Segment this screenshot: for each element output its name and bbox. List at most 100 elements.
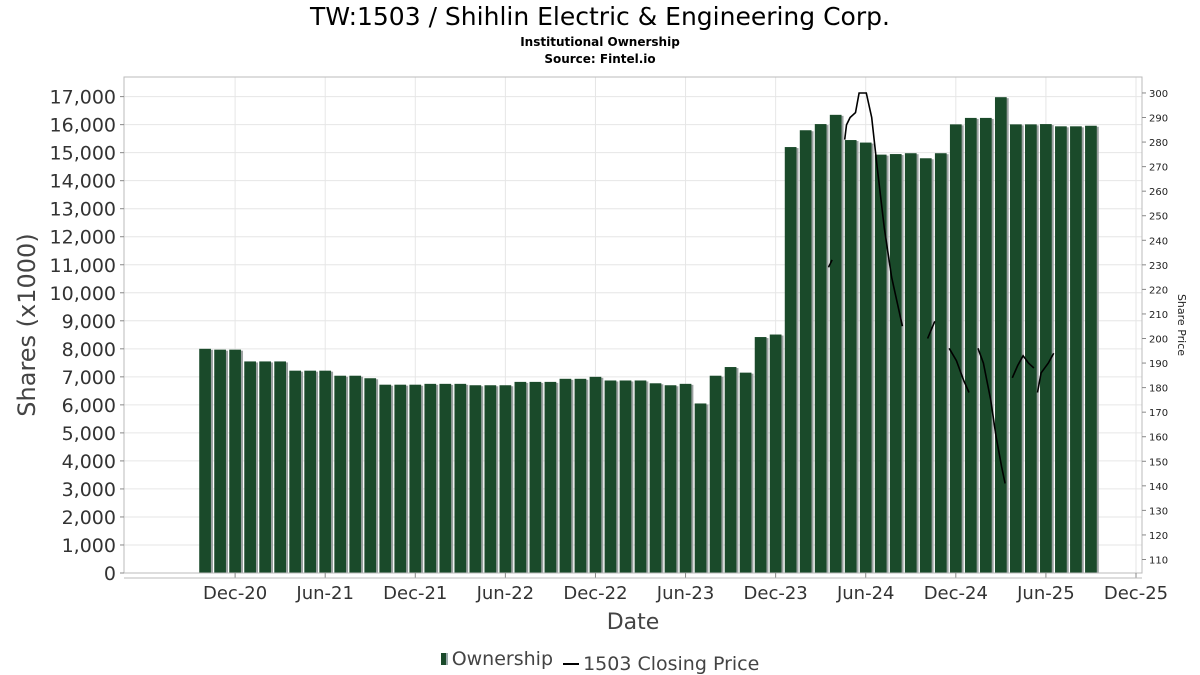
price-line xyxy=(977,348,1006,484)
x-axis-label: Date xyxy=(607,610,660,635)
ownership-bar xyxy=(949,124,962,574)
y2-tick-label: 200 xyxy=(1149,335,1168,346)
ownership-bar xyxy=(679,383,692,573)
y2-tick-label: 290 xyxy=(1149,114,1168,125)
x-tick-label: Dec-24 xyxy=(924,583,988,604)
ownership-bar xyxy=(649,383,662,573)
ownership-bar xyxy=(604,380,617,573)
price-line xyxy=(926,320,936,339)
y-tick-label: 1,000 xyxy=(62,535,116,557)
y-tick-label: 2,000 xyxy=(62,507,116,529)
chart-source: Source: Fintel.io xyxy=(544,52,656,66)
y2-tick-label: 240 xyxy=(1149,236,1168,247)
ownership-bar xyxy=(814,124,827,573)
y-tick-label: 17,000 xyxy=(50,87,116,109)
ownership-bar xyxy=(229,349,241,573)
x-tick-label: Dec-23 xyxy=(744,583,808,604)
ownership-bar xyxy=(514,381,527,573)
ownership-bar xyxy=(1040,124,1052,573)
chart-subtitle: Institutional Ownership xyxy=(520,35,680,49)
ownership-bar xyxy=(529,381,542,573)
x-tick-label: Jun-25 xyxy=(1016,583,1075,604)
x-tick-label: Jun-22 xyxy=(476,583,535,604)
ownership-bar xyxy=(544,381,557,573)
ownership-bar xyxy=(1025,124,1037,574)
ownership-bar xyxy=(214,349,226,573)
y2-tick-label: 140 xyxy=(1149,482,1168,493)
y2-tick-label: 170 xyxy=(1149,408,1168,419)
ownership-bar xyxy=(919,158,932,573)
y2-tick-label: 250 xyxy=(1149,212,1168,223)
ownership-bar xyxy=(1085,125,1097,573)
ownership-bar xyxy=(469,385,482,573)
ownership-bar xyxy=(619,380,632,573)
x-tick-label: Dec-22 xyxy=(563,583,627,604)
y2-tick-label: 180 xyxy=(1149,384,1168,395)
y-tick-label: 12,000 xyxy=(50,227,116,249)
ownership-bar xyxy=(1070,126,1082,574)
ownership-bar xyxy=(664,385,677,573)
x-tick-label: Jun-24 xyxy=(836,583,895,604)
ownership-bar xyxy=(274,361,287,573)
ownership-bar xyxy=(979,117,992,573)
y-tick-label: 15,000 xyxy=(50,143,116,165)
y2-tick-label: 110 xyxy=(1149,555,1168,566)
ownership-bar xyxy=(1009,124,1022,574)
y-tick-label: 16,000 xyxy=(50,115,116,137)
ownership-bar xyxy=(379,384,392,573)
ownership-bar xyxy=(499,385,512,573)
y-tick-label: 5,000 xyxy=(62,423,116,445)
ownership-bar xyxy=(739,372,752,573)
y2-tick-label: 150 xyxy=(1149,457,1168,468)
y-tick-label: 11,000 xyxy=(50,255,116,277)
ownership-bar xyxy=(409,384,422,573)
price-line xyxy=(843,92,904,327)
ownership-bar xyxy=(964,117,977,573)
ownership-bar xyxy=(574,378,587,573)
ownership-bar xyxy=(319,370,332,573)
x-tick-label: Dec-21 xyxy=(383,583,447,604)
y-tick-label: 4,000 xyxy=(62,451,116,473)
y2-tick-label: 280 xyxy=(1149,138,1168,149)
price-line xyxy=(1011,354,1035,379)
price-swatch-icon xyxy=(563,663,580,665)
y2-tick-label: 230 xyxy=(1149,261,1168,272)
ownership-bar xyxy=(634,380,647,573)
y-tick-label: 0 xyxy=(104,563,116,585)
y2-tick-label: 190 xyxy=(1149,359,1168,370)
y2-tick-label: 270 xyxy=(1149,163,1168,174)
y2-tick-label: 260 xyxy=(1149,187,1168,198)
x-tick-label: Dec-25 xyxy=(1104,583,1168,604)
y2-tick-label: 300 xyxy=(1149,89,1168,100)
ownership-bar xyxy=(934,153,947,573)
ownership-bar xyxy=(349,375,362,573)
ownership-bar xyxy=(394,384,407,573)
ownership-bar xyxy=(454,383,467,573)
x-tick-label: Jun-23 xyxy=(656,583,715,604)
ownership-bar xyxy=(844,140,857,573)
ownership-bar xyxy=(904,153,917,573)
y-tick-label: 8,000 xyxy=(62,339,116,361)
y-tick-label: 3,000 xyxy=(62,479,116,501)
y2-tick-label: 130 xyxy=(1149,506,1168,517)
ownership-bar xyxy=(754,337,767,573)
x-tick-label: Dec-20 xyxy=(203,583,267,604)
y2-axis-label: Share Price xyxy=(1175,294,1188,356)
ownership-bar xyxy=(559,378,572,573)
ownership-bar xyxy=(784,147,797,573)
ownership-bar xyxy=(364,378,377,573)
plot-frame xyxy=(123,76,1143,574)
ownership-bar xyxy=(859,142,872,573)
ownership-bar xyxy=(724,367,737,573)
ownership-bar xyxy=(424,383,437,573)
chart-title: TW:1503 / Shihlin Electric & Engineering… xyxy=(310,2,890,31)
ownership-bar xyxy=(994,97,1007,573)
y-tick-label: 9,000 xyxy=(62,311,116,333)
chart-legend: Ownership 1503 Closing Price xyxy=(0,648,1200,675)
legend-price-label: 1503 Closing Price xyxy=(583,653,760,675)
y-tick-label: 7,000 xyxy=(62,367,116,389)
legend-price: 1503 Closing Price xyxy=(563,653,759,675)
ownership-bar xyxy=(889,154,902,574)
legend-ownership-label: Ownership xyxy=(451,648,554,670)
